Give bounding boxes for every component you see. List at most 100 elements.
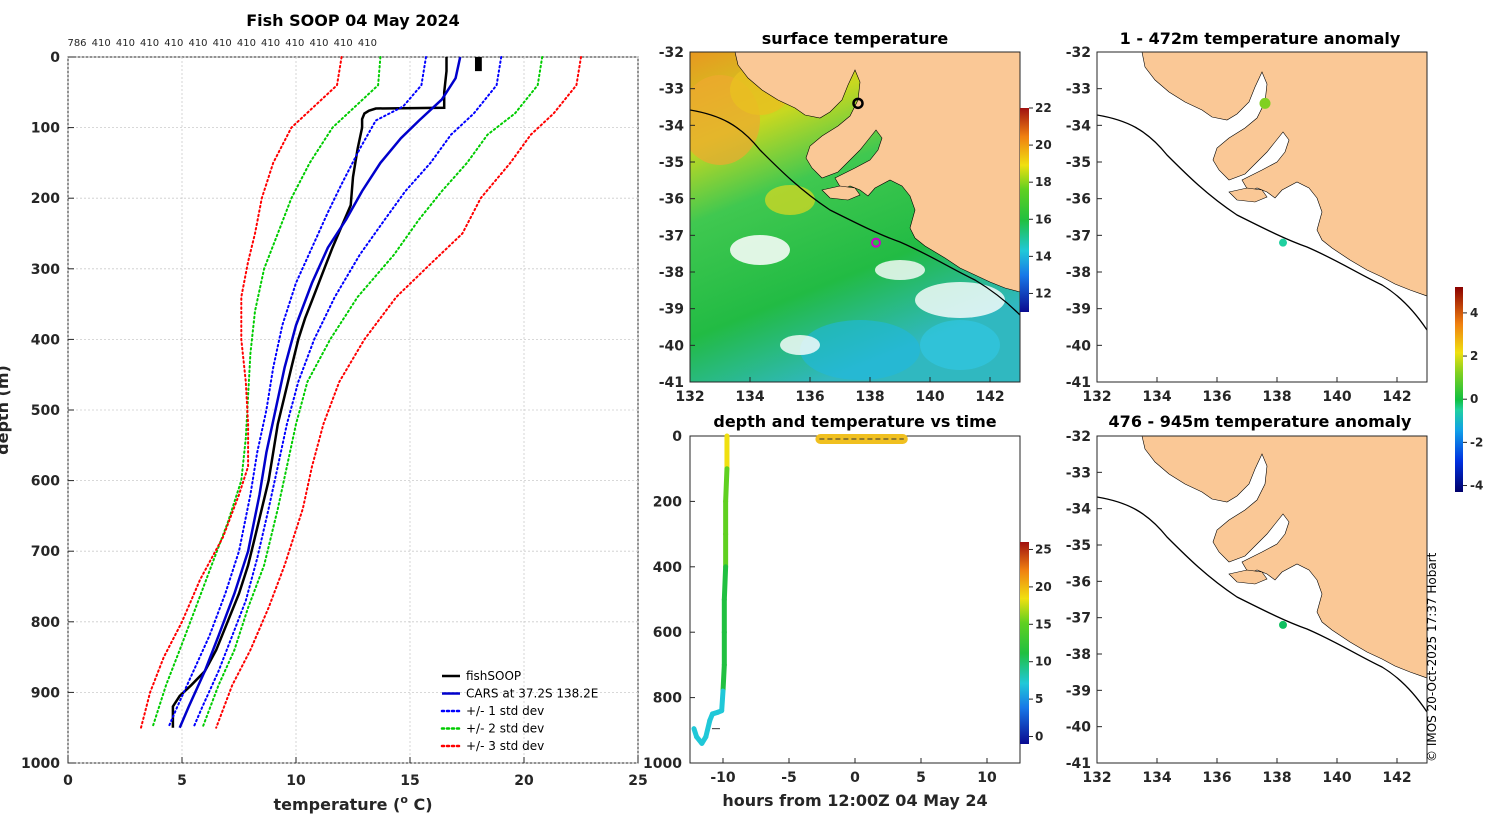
profile-xtick-label: 25	[628, 773, 647, 789]
profile-legend-label: +/- 3 std dev	[466, 739, 544, 753]
profile-xlabel: temperature (o C)	[273, 793, 432, 814]
map-ytick-label: -37	[1066, 228, 1091, 244]
map-ytick-label: -33	[1066, 465, 1091, 481]
profile-series-line	[201, 56, 544, 729]
dt-track-segment	[719, 688, 726, 714]
anom-colorbar-label: 2	[1470, 349, 1478, 363]
map-ytick-label: -32	[1066, 429, 1091, 445]
map-xtick-label: 134	[1142, 389, 1171, 405]
profile-count-label: 410	[261, 38, 280, 49]
profile-count-label: 410	[334, 38, 353, 49]
anom-deep-title: 476 - 945m temperature anomaly	[1109, 412, 1412, 431]
profile-lines	[140, 56, 582, 729]
map-xtick-label: 134	[735, 389, 764, 405]
map-ytick-label: -39	[1066, 302, 1091, 318]
map-ytick-label: -34	[659, 118, 685, 134]
profile-legend-label: +/- 2 std dev	[466, 722, 544, 736]
anom-deep-content	[1097, 436, 1427, 763]
profile-xtick-label: 0	[63, 773, 73, 789]
profile-panel: 0 5 10 15 20 25 0 100 200 300 400 500 600 700 800 900 10…	[0, 11, 648, 814]
dt-xtick-label: 5	[916, 770, 926, 786]
profile-series-line	[151, 56, 382, 729]
depth-time-xlabel: hours from 12:00Z 04 May 24	[722, 791, 987, 810]
depth-time-colorbar-ticks: 0 5 10 15 20 25	[1029, 542, 1052, 744]
profile-title: Fish SOOP 04 May 2024	[246, 11, 460, 30]
profile-ytick-label: 800	[31, 615, 60, 631]
sst-colorbar-label: 14	[1035, 249, 1052, 263]
sst-map-ticks: 132 134 136 138 140 142 -32 -33 -34 -35 -36 -37 -38 -…	[659, 45, 1005, 405]
map-xtick-label: 142	[1382, 770, 1411, 786]
dt-track-segment	[720, 662, 727, 694]
map-xtick-label: 140	[1322, 389, 1351, 405]
profile-count-label: 410	[309, 38, 328, 49]
profile-legend-label: fishSOOP	[466, 669, 521, 683]
anom-deep-bathymetry	[1097, 496, 1427, 713]
depth-time-title: depth and temperature vs time	[713, 412, 996, 431]
profile-ytick-label: 700	[31, 544, 60, 560]
dt-track-segment	[703, 717, 713, 740]
depth-time-axes-box	[689, 435, 1021, 764]
dt-xtick-label: 10	[977, 770, 997, 786]
profile-series-line	[178, 56, 462, 729]
map-ytick-label: -40	[1066, 720, 1092, 736]
map-ytick-label: -41	[1066, 756, 1091, 772]
sst-colorbar-label: 20	[1035, 138, 1052, 152]
profile-xtick-label: 20	[514, 773, 534, 789]
profile-xtick-label: 15	[400, 773, 419, 789]
map-xtick-label: 136	[1202, 389, 1231, 405]
map-ytick-label: -33	[1066, 82, 1091, 98]
map-ytick-label: -35	[659, 155, 684, 171]
profile-ylabel: depth (m)	[0, 365, 12, 455]
profile-xtick-label: 10	[286, 773, 306, 789]
profile-ytick-label: 500	[31, 403, 60, 419]
profile-ytick-label: 200	[31, 191, 60, 207]
profile-series-line	[167, 56, 427, 729]
anom-shallow-bathymetry	[1097, 114, 1427, 331]
map-xtick-label: 138	[855, 389, 884, 405]
dt-colorbar-label: 20	[1035, 580, 1052, 594]
sst-map-panel: surface temperature 132 134 136 138 140 142 -3…	[659, 29, 1052, 405]
dt-ytick-label: 0	[672, 429, 682, 445]
dt-track-segment	[723, 466, 730, 504]
sst-map-title: surface temperature	[762, 29, 949, 48]
map-xtick-label: 142	[1382, 389, 1411, 405]
dt-ytick-label: 800	[653, 691, 682, 707]
anom-shallow-points	[1259, 97, 1287, 247]
anom-colorbar-label: -4	[1470, 479, 1483, 493]
map-ytick-label: -41	[659, 375, 684, 391]
dt-xtick-label: 0	[850, 770, 860, 786]
profile-count-label: 410	[285, 38, 304, 49]
depth-time-ticks: -10 -5 0 5 10 0 200 400 600 800 1000	[643, 429, 997, 786]
map-ytick-label: -34	[1066, 118, 1092, 134]
anom-colorbar	[1455, 287, 1463, 492]
sst-black-marker	[852, 97, 864, 110]
profile-grid	[67, 56, 639, 764]
map-ytick-label: -39	[659, 302, 684, 318]
anom-deep-land	[1141, 436, 1427, 679]
map-ytick-label: -34	[1066, 502, 1092, 518]
sst-colorbar-label: 16	[1035, 212, 1052, 226]
anom-deep-box	[1096, 435, 1428, 764]
dt-ytick-label: 200	[653, 494, 682, 510]
map-ytick-label: -36	[1066, 192, 1091, 208]
profile-series-line	[140, 56, 343, 729]
map-ytick-label: -32	[659, 45, 684, 61]
anom-shallow-point	[1259, 97, 1271, 109]
anom-deep-points	[1279, 620, 1287, 629]
anom-deep-ticks: 132 134 136 138 140 142 -32 -33 -34 -35 -36 -37 -38 -…	[1066, 429, 1412, 786]
map-ytick-label: -38	[1066, 265, 1091, 281]
dt-ytick-label: 600	[653, 625, 682, 641]
profile-legend-label: CARS at 37.2S 138.2E	[466, 687, 598, 701]
sst-colorbar-ticks: 12 14 16 18 20 22	[1029, 101, 1052, 300]
profile-ytick-label: 1000	[21, 756, 60, 772]
profile-count-labels: 786 410 410 410 410 410 410 410 410 410 410 410 410	[67, 38, 376, 49]
profile-count-label: 410	[116, 38, 135, 49]
dt-colorbar-label: 5	[1035, 692, 1043, 706]
anom-shallow-land	[1141, 52, 1427, 297]
map-ytick-label: -35	[1066, 155, 1091, 171]
profile-ticks: 0 5 10 15 20 25 0 100 200 300 400 500 600 700 800 900 10…	[21, 50, 648, 789]
sst-bathymetry-line	[690, 109, 1020, 316]
dt-xtick-label: -10	[710, 770, 736, 786]
map-ytick-label: -33	[659, 82, 684, 98]
